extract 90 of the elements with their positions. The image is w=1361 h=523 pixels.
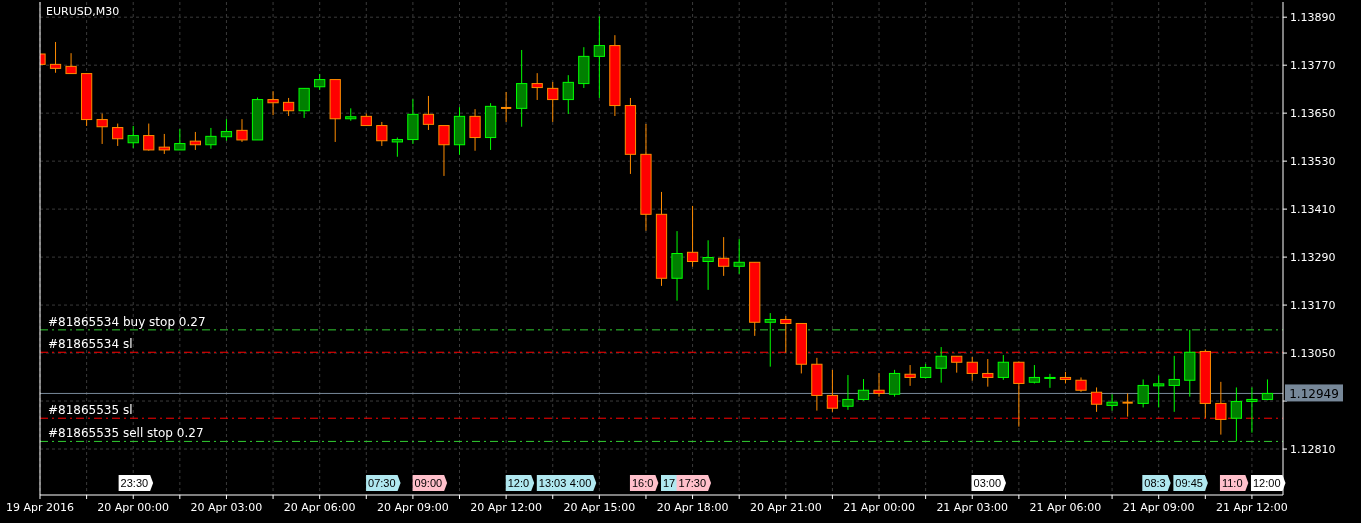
x-tick-label: 20 Apr 18:00: [656, 501, 729, 514]
y-tick-label: 1.13770: [1290, 59, 1336, 73]
y-tick-label: 1.13410: [1290, 203, 1336, 217]
candlestick: [1230, 386, 1243, 442]
annotation: 03:00: [973, 477, 1002, 489]
candlestick: [1153, 374, 1165, 408]
ref-line-label: #81865534 buy stop 0.27: [48, 314, 206, 329]
x-tick-label: 21 Apr 09:00: [1122, 501, 1195, 514]
candlestick: [1090, 386, 1103, 413]
candlestick: [220, 118, 233, 142]
x-tick-label: 20 Apr 00:00: [97, 501, 170, 514]
candlestick: [966, 356, 978, 382]
candlestick: [593, 15, 605, 99]
chart-title: EURUSD,M30: [46, 5, 120, 18]
candlestick: [997, 354, 1009, 381]
annotation: 17: [663, 477, 676, 489]
annotation: 07:30: [368, 477, 396, 489]
annotation: 4:00: [569, 477, 592, 489]
candlestick: [1044, 373, 1056, 389]
annotation: 08:3: [1144, 477, 1166, 489]
ref-line-label: #81865535 sl: [48, 403, 133, 418]
candlestick: [49, 41, 62, 74]
candlestick: [702, 239, 714, 291]
x-tick-label: 21 Apr 06:00: [1029, 501, 1102, 514]
annotation: 17:30: [678, 477, 707, 489]
annotation: 12:0: [507, 477, 530, 489]
candlestick: [143, 123, 155, 152]
x-tick-label: 21 Apr 12:00: [1216, 501, 1288, 514]
x-tick-label: 20 Apr 12:00: [470, 501, 542, 514]
x-tick-label: 21 Apr 00:00: [843, 501, 915, 514]
candlestick: [391, 137, 403, 158]
annotation: 16:0: [631, 477, 654, 489]
x-tick-label: 20 Apr 15:00: [563, 501, 636, 514]
candlestick: [531, 72, 543, 101]
x-tick-label: 19 Apr 2016: [5, 501, 75, 514]
candlestick: [562, 74, 574, 115]
candlestick: [298, 87, 310, 119]
x-tick-label: 20 Apr 09:00: [377, 501, 449, 514]
candlestick: [888, 369, 901, 398]
candlestick: [764, 312, 776, 368]
annotation: 12:00: [1252, 477, 1281, 489]
x-tick-label: 20 Apr 21:00: [749, 501, 822, 514]
ref-line-label: 1.12949: [1289, 386, 1339, 401]
x-tick-label: 21 Apr 03:00: [936, 501, 1009, 514]
candlestick: [904, 364, 916, 387]
candlestick: [376, 121, 388, 147]
ref-line-label: #81865534 sl: [48, 337, 133, 352]
y-tick-label: 1.13050: [1290, 347, 1336, 361]
candlestick: [158, 133, 170, 155]
candlestick: [826, 369, 839, 413]
candlestick: [127, 125, 139, 149]
candlestick: [174, 128, 186, 151]
annotation: 23:30: [120, 477, 149, 489]
candlestick: [1106, 393, 1118, 412]
candlestick: [1168, 355, 1180, 413]
y-tick-label: 1.13170: [1290, 299, 1336, 313]
annotation: 13:03: [538, 477, 567, 489]
candlestick: [857, 378, 870, 402]
candlestick: [438, 125, 450, 177]
candlestick: [1137, 378, 1149, 408]
candlestick: [500, 91, 513, 123]
candlestick: [547, 81, 559, 123]
candlestick: [873, 372, 885, 398]
candlestick: [65, 52, 77, 75]
ref-line-label: #81865535 sell stop 0.27: [48, 426, 204, 441]
candlestick: [686, 205, 699, 268]
annotation: 09:00: [414, 477, 443, 489]
candlestick: [733, 238, 745, 275]
candlestick: [236, 118, 248, 143]
annotation: 11:0: [1221, 477, 1243, 489]
candlestick: [982, 358, 994, 388]
x-tick-label: 20 Apr 03:00: [190, 501, 263, 514]
candlestick: [267, 90, 279, 116]
candlestick: [718, 236, 730, 277]
candlestick: [205, 127, 217, 150]
candlestick: [112, 123, 124, 147]
candlestick: [1246, 386, 1258, 434]
y-tick-label: 1.13890: [1290, 11, 1336, 25]
annotation: 09:45: [1175, 477, 1203, 489]
candlestick: [469, 108, 481, 152]
candlestick: [422, 95, 435, 131]
y-tick-label: 1.12810: [1290, 443, 1336, 457]
x-tick-label: 20 Apr 06:00: [283, 501, 356, 514]
y-tick-label: 1.13650: [1290, 107, 1336, 121]
candlestick: [96, 113, 108, 145]
candlestick: [1121, 392, 1134, 418]
y-tick-label: 1.13290: [1290, 251, 1336, 265]
candlestick: [935, 346, 947, 384]
candlestick: [842, 374, 854, 411]
y-tick-label: 1.13530: [1290, 155, 1336, 169]
